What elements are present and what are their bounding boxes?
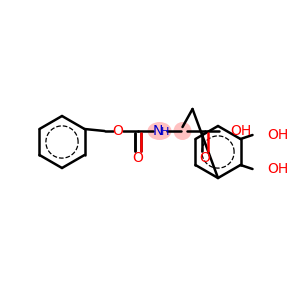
Text: OH: OH — [268, 162, 289, 176]
Text: O: O — [132, 151, 143, 165]
Text: H: H — [161, 127, 170, 137]
Text: O: O — [199, 151, 210, 165]
Text: O: O — [112, 124, 123, 138]
Ellipse shape — [173, 122, 191, 140]
Ellipse shape — [148, 122, 172, 140]
Text: OH: OH — [268, 128, 289, 142]
Text: OH: OH — [230, 124, 252, 138]
Text: N: N — [152, 124, 163, 138]
